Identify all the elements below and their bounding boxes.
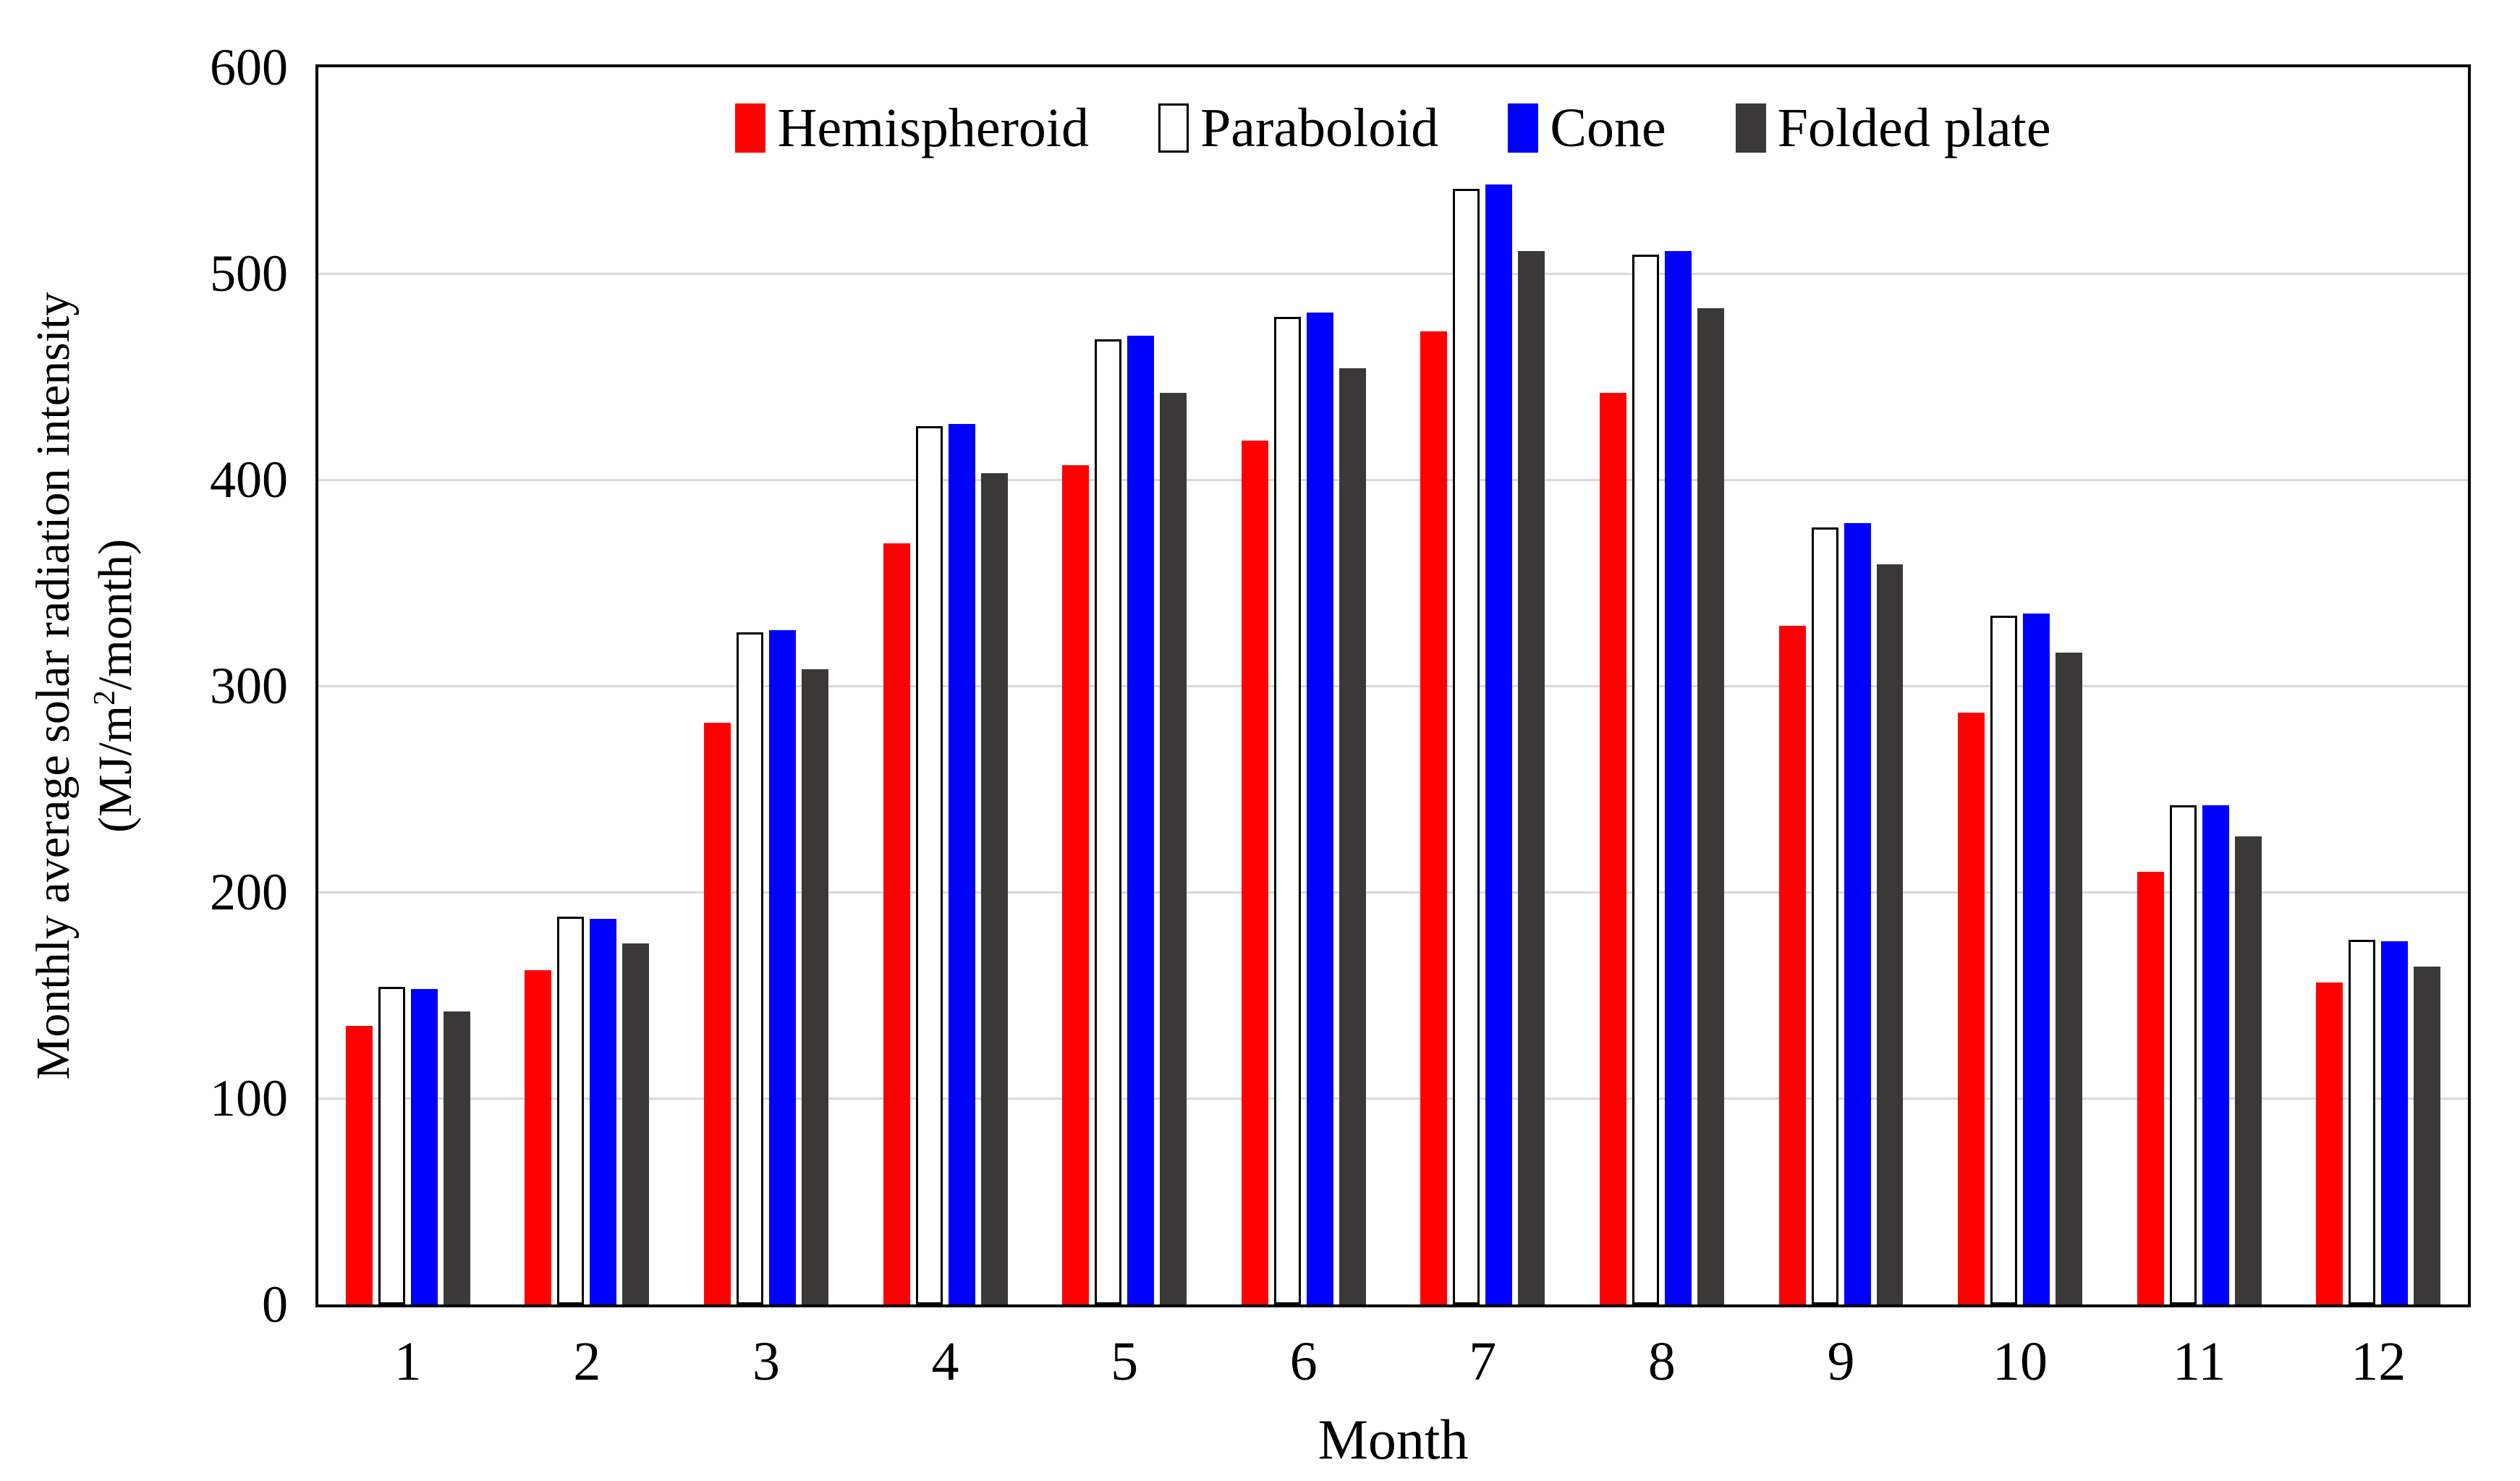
y-tick-label: 0 — [262, 1276, 288, 1333]
bar-cone-month-5 — [1127, 335, 1155, 1304]
legend-swatch-icon — [1735, 103, 1766, 153]
bar-cone-month-8 — [1664, 250, 1692, 1304]
y-tick-label: 100 — [210, 1069, 288, 1127]
y-tick-label: 600 — [210, 38, 288, 96]
bar-hemispheroid-month-7 — [1420, 331, 1448, 1304]
legend-item-folded-plate: Folded plate — [1735, 96, 2051, 161]
bar-cone-month-1 — [410, 988, 438, 1304]
legend: Hemispheroid Paraboloid Cone Folded plate — [318, 93, 2468, 163]
bar-hemispheroid-month-2 — [525, 970, 552, 1304]
x-tick-label: 4 — [931, 1331, 959, 1392]
y-tick-label: 200 — [210, 863, 288, 921]
bar-paraboloid-month-12 — [2349, 939, 2376, 1304]
bar-cone-month-12 — [2381, 941, 2409, 1304]
y-axis-unit-prefix: (MJ/m — [89, 705, 142, 833]
legend-label: Folded plate — [1777, 98, 2051, 158]
x-tick-label: 8 — [1647, 1331, 1676, 1392]
legend-item-paraboloid: Paraboloid — [1158, 96, 1438, 161]
legend-item-hemispheroid: Hemispheroid — [735, 96, 1089, 161]
bar-folded-plate-month-2 — [622, 943, 650, 1304]
y-tick-label: 500 — [210, 245, 288, 302]
bar-paraboloid-month-8 — [1632, 255, 1659, 1304]
bar-folded-plate-month-1 — [443, 1011, 470, 1304]
x-tick-label: 6 — [1289, 1331, 1318, 1392]
x-tick-label: 1 — [394, 1331, 422, 1392]
bar-hemispheroid-month-4 — [883, 543, 910, 1304]
legend-label: Paraboloid — [1200, 98, 1439, 158]
bar-paraboloid-month-5 — [1095, 339, 1122, 1304]
bar-cone-month-4 — [948, 424, 975, 1304]
bar-cone-month-10 — [2023, 614, 2050, 1304]
y-tick-label: 400 — [210, 451, 288, 509]
bar-paraboloid-month-1 — [378, 987, 405, 1304]
y-tick-label: 300 — [210, 657, 288, 715]
bar-paraboloid-month-6 — [1273, 316, 1301, 1304]
bar-folded-plate-month-6 — [1339, 368, 1366, 1304]
gridline-400 — [318, 478, 2468, 481]
bar-cone-month-3 — [769, 630, 796, 1304]
gridline-100 — [318, 1097, 2468, 1100]
bar-folded-plate-month-7 — [1518, 250, 1545, 1304]
bar-cone-month-11 — [2202, 805, 2229, 1304]
x-tick-label: 7 — [1469, 1331, 1497, 1392]
legend-item-cone: Cone — [1508, 96, 1666, 161]
bar-hemispheroid-month-3 — [704, 723, 731, 1304]
x-tick-label: 2 — [573, 1331, 601, 1392]
bar-folded-plate-month-10 — [2056, 653, 2083, 1304]
x-tick-label: 10 — [1993, 1331, 2048, 1392]
bar-folded-plate-month-9 — [1876, 564, 1904, 1304]
legend-swatch-icon — [1508, 103, 1539, 153]
plot-area: Hemispheroid Paraboloid Cone Folded plate — [315, 64, 2471, 1307]
bar-paraboloid-month-4 — [915, 425, 943, 1304]
y-axis-title-line1: Monthly average solar radiation intensit… — [27, 292, 80, 1080]
x-tick-label: 11 — [2173, 1331, 2226, 1392]
bar-hemispheroid-month-12 — [2316, 983, 2343, 1304]
legend-swatch-icon — [1158, 103, 1189, 153]
bar-cone-month-6 — [1306, 313, 1333, 1304]
bar-hemispheroid-month-5 — [1062, 465, 1090, 1304]
bar-cone-month-9 — [1844, 522, 1871, 1304]
x-tick-label: 3 — [752, 1331, 780, 1392]
bar-hemispheroid-month-9 — [1778, 626, 1806, 1304]
x-tick-label: 9 — [1827, 1331, 1855, 1392]
bar-hemispheroid-month-6 — [1241, 440, 1268, 1304]
bar-cone-month-2 — [590, 919, 617, 1304]
bar-folded-plate-month-3 — [802, 669, 828, 1304]
gridline-500 — [318, 272, 2468, 275]
legend-label: Cone — [1550, 98, 1666, 158]
bar-paraboloid-month-11 — [2169, 805, 2197, 1304]
bar-cone-month-7 — [1485, 184, 1513, 1304]
bar-hemispheroid-month-11 — [2137, 871, 2164, 1304]
bar-hemispheroid-month-1 — [345, 1026, 373, 1304]
bar-folded-plate-month-4 — [980, 473, 1008, 1304]
gridline-300 — [318, 684, 2468, 687]
bar-hemispheroid-month-8 — [1599, 393, 1626, 1304]
bar-folded-plate-month-11 — [2234, 836, 2262, 1304]
x-tick-label: 12 — [2351, 1331, 2406, 1392]
bar-paraboloid-month-10 — [1990, 616, 2018, 1304]
bar-paraboloid-month-9 — [1811, 527, 1838, 1304]
bar-paraboloid-month-3 — [737, 632, 764, 1304]
bar-folded-plate-month-12 — [2414, 966, 2441, 1304]
legend-swatch-icon — [735, 103, 766, 153]
x-tick-label: 5 — [1111, 1331, 1139, 1392]
bar-paraboloid-month-7 — [1453, 189, 1480, 1304]
bar-paraboloid-month-2 — [557, 917, 585, 1304]
legend-label: Hemispheroid — [777, 98, 1090, 158]
bar-folded-plate-month-8 — [1697, 308, 1724, 1304]
gridline-200 — [318, 891, 2468, 894]
x-axis-title: Month — [1318, 1408, 1469, 1471]
bar-hemispheroid-month-10 — [1958, 713, 1985, 1304]
bar-folded-plate-month-5 — [1160, 393, 1187, 1304]
